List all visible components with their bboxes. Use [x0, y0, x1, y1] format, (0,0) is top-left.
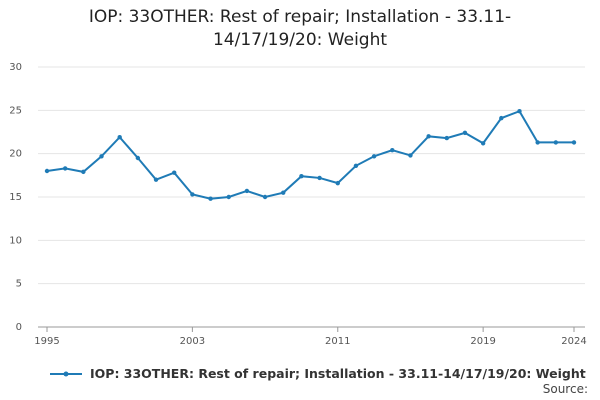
y-tick-label: 30 [9, 62, 22, 73]
point [62, 166, 68, 171]
point [208, 196, 213, 201]
point [44, 168, 50, 174]
point [426, 134, 431, 139]
point [371, 154, 377, 159]
point [408, 153, 413, 158]
legend-swatch [50, 371, 82, 376]
point [299, 174, 304, 179]
y-tick-label: 20 [9, 149, 22, 160]
point [99, 154, 104, 159]
x-tick-label: 2024 [561, 336, 586, 347]
point [499, 115, 504, 121]
legend-label: IOP: 33OTHER: Rest of repair; Installati… [90, 366, 586, 381]
point [226, 194, 231, 200]
y-tick-label: 25 [9, 105, 22, 116]
point [172, 170, 177, 175]
point [281, 190, 286, 195]
y-tick-label: 10 [9, 235, 22, 246]
point [390, 148, 395, 153]
y-tick-label: 0 [16, 322, 22, 333]
source: Source: [542, 382, 588, 396]
point [571, 140, 577, 145]
point [517, 109, 522, 114]
series-line [46, 109, 574, 200]
point [190, 192, 195, 197]
point [262, 194, 268, 200]
point [462, 130, 468, 136]
y-tick-label: 15 [9, 192, 22, 203]
x-tick-label: 1995 [34, 336, 59, 347]
point [153, 177, 159, 182]
x-tick-label: 2011 [325, 336, 350, 347]
x-tick-label: 2019 [470, 336, 495, 347]
point [81, 169, 86, 175]
legend-marker [63, 371, 69, 376]
point [335, 180, 340, 186]
chart-title: IOP: 33OTHER: Rest of repair; Installati… [88, 7, 512, 50]
x-tick-label: 2003 [180, 336, 205, 347]
point [317, 175, 322, 181]
point [353, 163, 359, 168]
point [553, 140, 559, 145]
point [444, 135, 449, 141]
point [135, 155, 141, 161]
point [117, 135, 122, 140]
point [480, 141, 486, 146]
legend: IOP: 33OTHER: Rest of repair; Installati… [48, 366, 586, 381]
point [244, 188, 250, 194]
y-tick-label: 5 [16, 279, 22, 290]
point [535, 140, 540, 145]
